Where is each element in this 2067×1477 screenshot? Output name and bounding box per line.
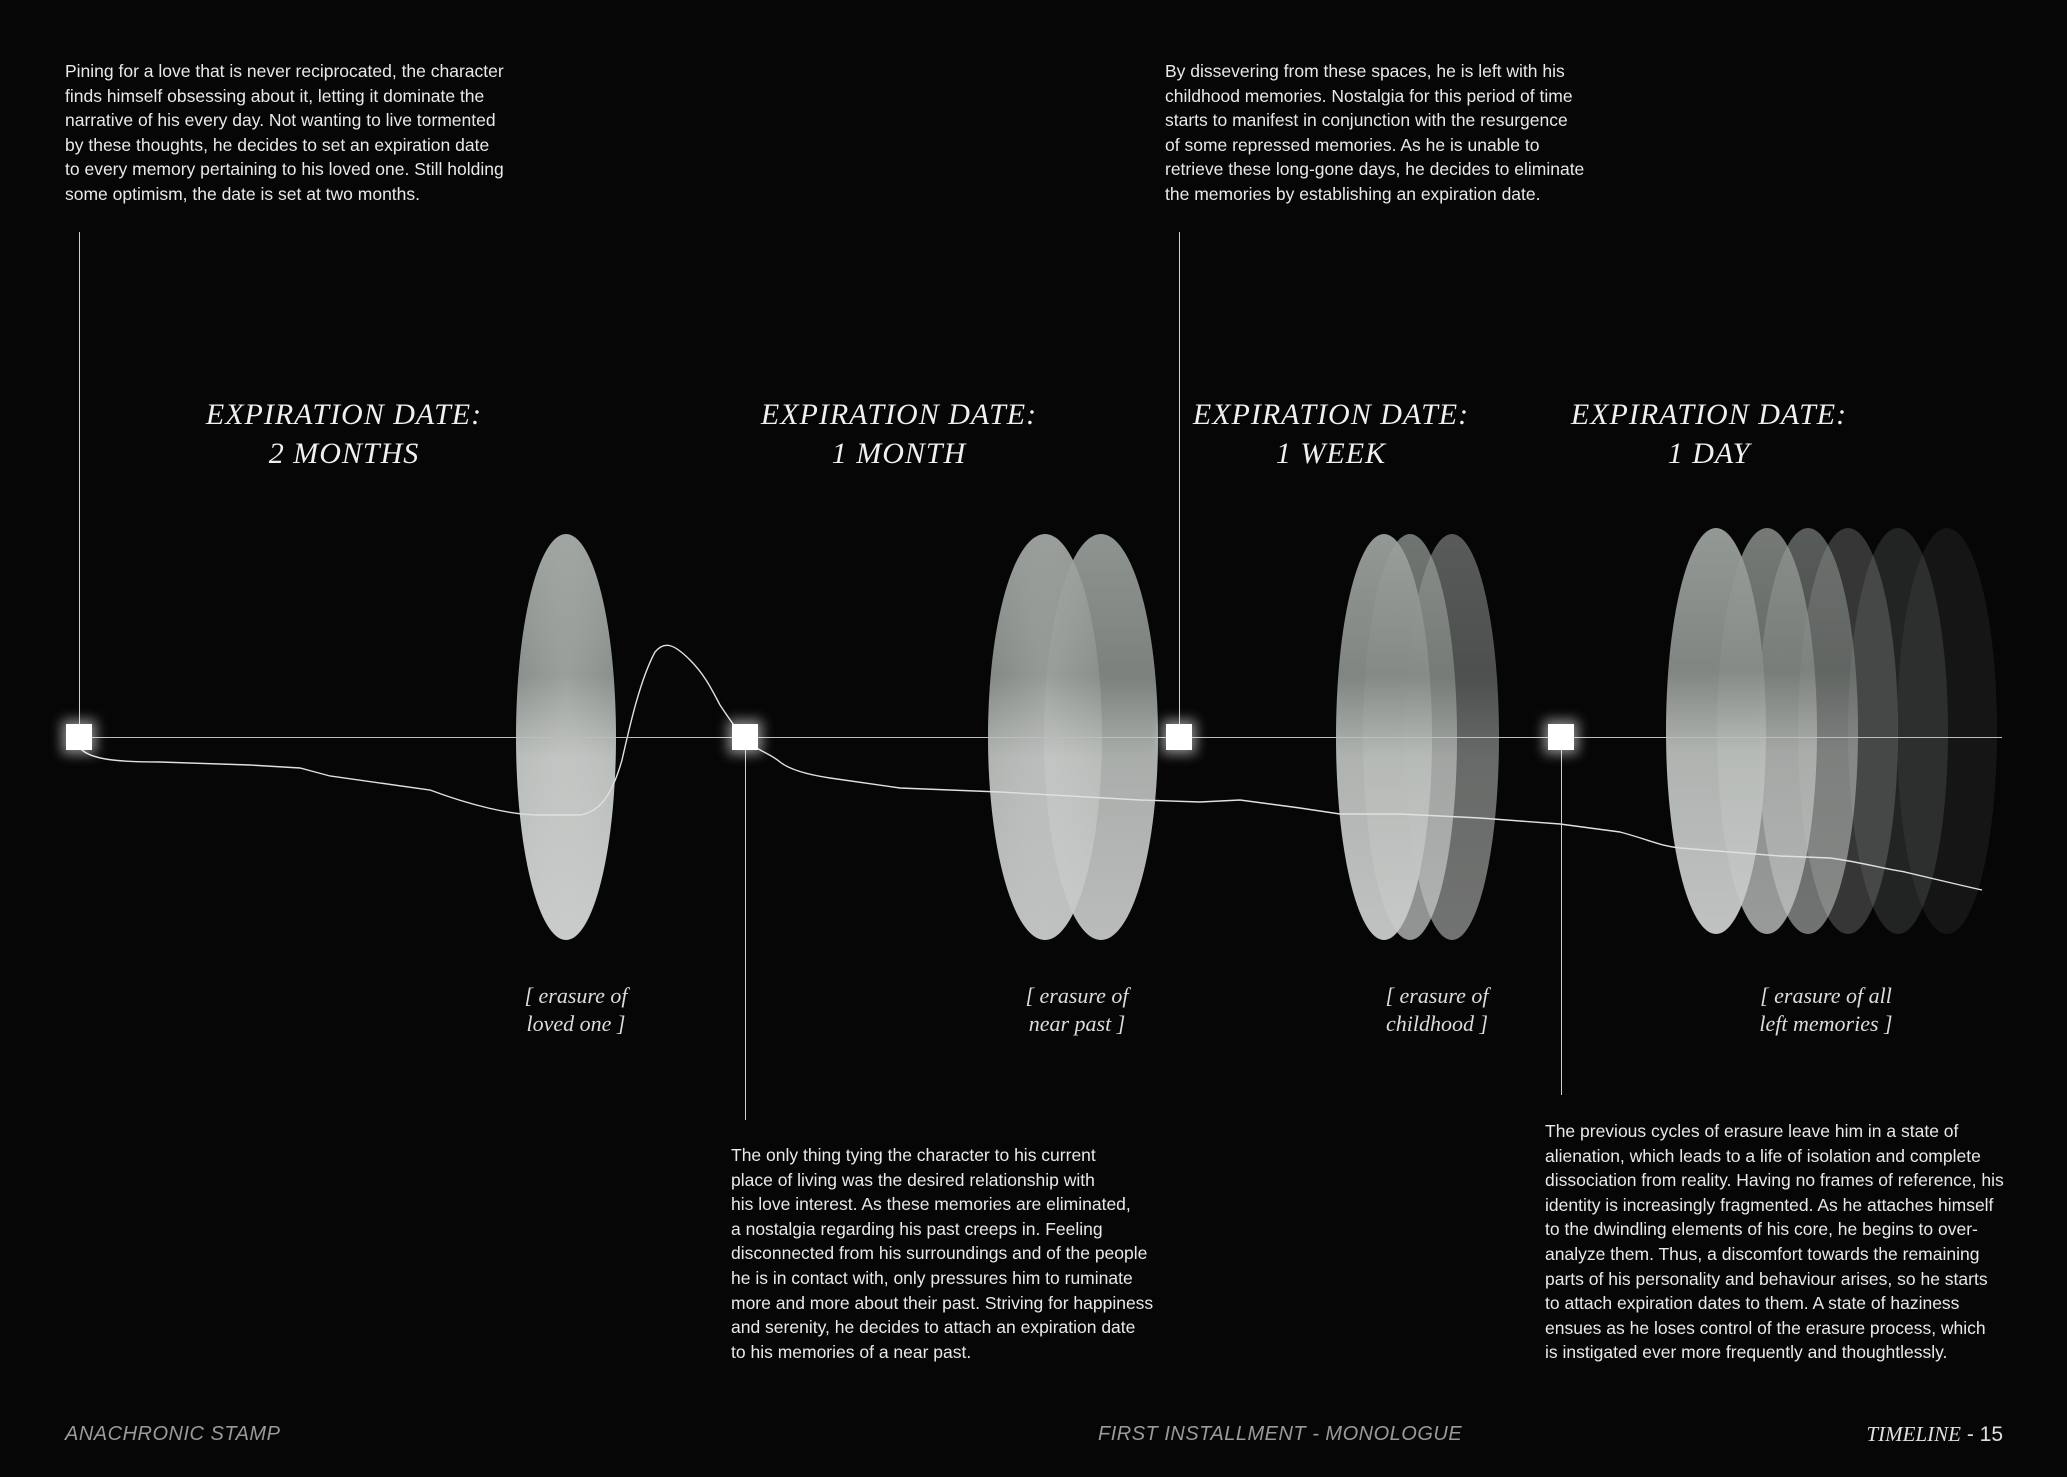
paragraph-all-memories: The previous cycles of erasure leave him… (1545, 1121, 2004, 1363)
footer-page-number: - 15 (1966, 1423, 2003, 1446)
footer-installment: FIRST INSTALLMENT - MONOLOGUE (1098, 1423, 1463, 1445)
paragraph-loved-one: Pining for a love that is never reciproc… (65, 61, 504, 204)
paragraph-childhood: By dissevering from these spaces, he is … (1165, 61, 1585, 204)
connector-3 (1179, 232, 1180, 725)
memory-ellipses-stage-4 (1666, 528, 1997, 934)
caption-erasure-near-past: [ erasure of near past ] (1025, 983, 1129, 1036)
connector-2 (745, 750, 746, 1120)
caption-erasure-loved-one: [ erasure of loved one ] (524, 983, 628, 1036)
caption-erasure-childhood: [ erasure of childhood ] (1385, 983, 1489, 1036)
footer-section-title: TIMELINE (1866, 1422, 1961, 1446)
paragraph-near-past: The only thing tying the character to hi… (731, 1145, 1154, 1362)
expiration-title-2-months: EXPIRATION DATE: 2 MONTHS (205, 398, 483, 470)
timeline-axis (66, 737, 2002, 738)
connector-4 (1561, 750, 1562, 1095)
footer-section: TIMELINE - 15 (1866, 1422, 2003, 1447)
footer-project-title: ANACHRONIC STAMP (65, 1423, 281, 1445)
expiration-title-1-month: EXPIRATION DATE: 1 MONTH (760, 398, 1038, 470)
expiration-title-1-week: EXPIRATION DATE: 1 WEEK (1192, 398, 1470, 470)
caption-erasure-all-memories: [ erasure of all left memories ] (1759, 983, 1893, 1036)
emotion-curve (79, 644, 1983, 891)
timeline-marker-4 (1548, 724, 1574, 750)
expiration-title-1-day: EXPIRATION DATE: 1 DAY (1570, 398, 1848, 470)
connector-1 (79, 232, 80, 725)
timeline-marker-2 (732, 724, 758, 750)
timeline-marker-3 (1166, 724, 1192, 750)
timeline-marker-1 (66, 724, 92, 750)
